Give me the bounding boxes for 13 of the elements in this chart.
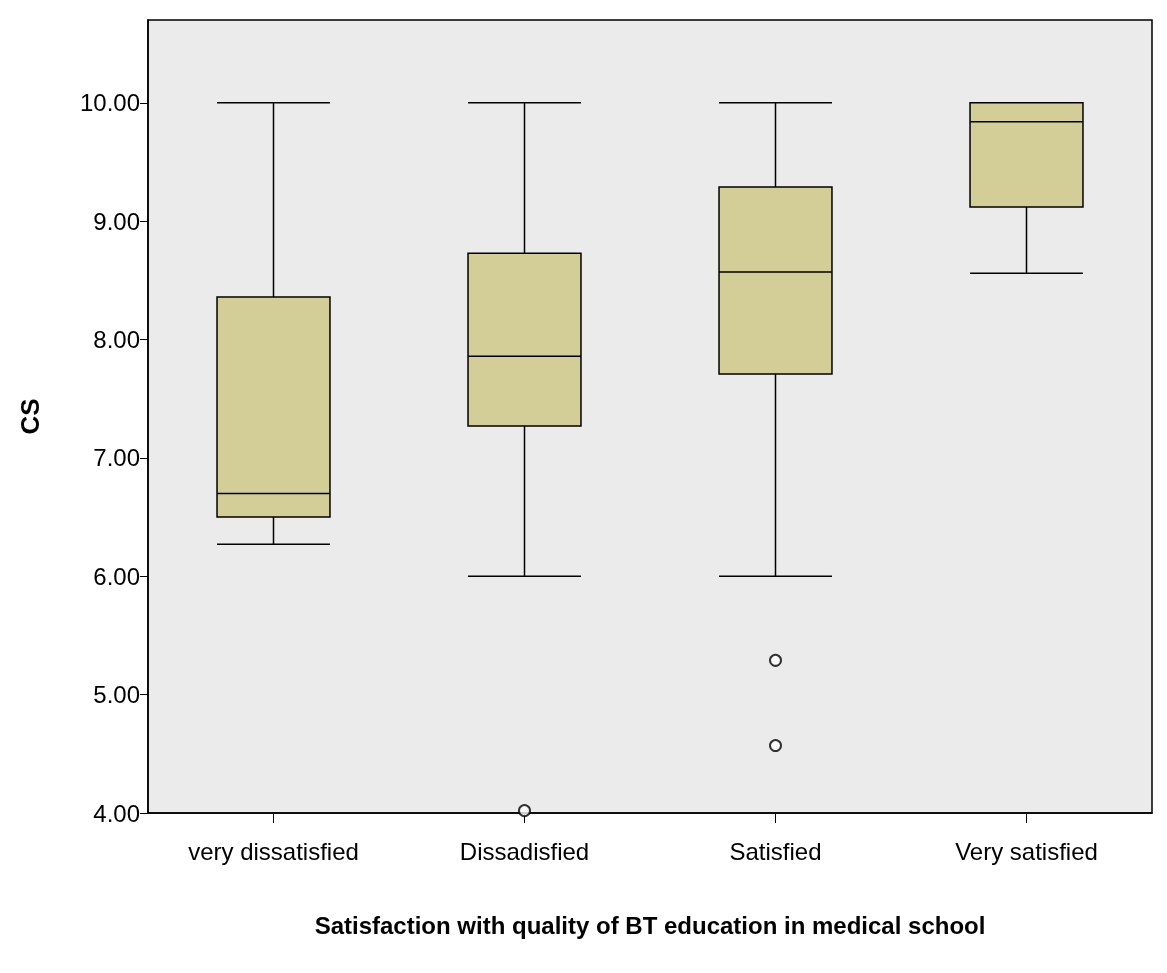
y-tick-label: 8.00 — [93, 326, 140, 354]
x-tick-label: Very satisfied — [955, 837, 1098, 865]
y-tick-label: 4.00 — [93, 799, 140, 827]
x-axis-title: Satisfaction with quality of BT education in medical school — [314, 911, 986, 939]
y-tick-label: 7.00 — [93, 444, 140, 472]
x-tick-label: Dissadisfied — [459, 837, 590, 865]
y-tick-label: 5.00 — [93, 681, 140, 709]
y-tick-label: 6.00 — [93, 562, 140, 590]
y-tick-label: 10.00 — [79, 89, 140, 117]
y-tick-label: 9.00 — [93, 207, 140, 235]
x-tick-label: Satisfied — [729, 837, 822, 865]
x-tick-label: very dissatisfied — [188, 837, 359, 865]
y-axis-title: CS — [15, 398, 45, 435]
